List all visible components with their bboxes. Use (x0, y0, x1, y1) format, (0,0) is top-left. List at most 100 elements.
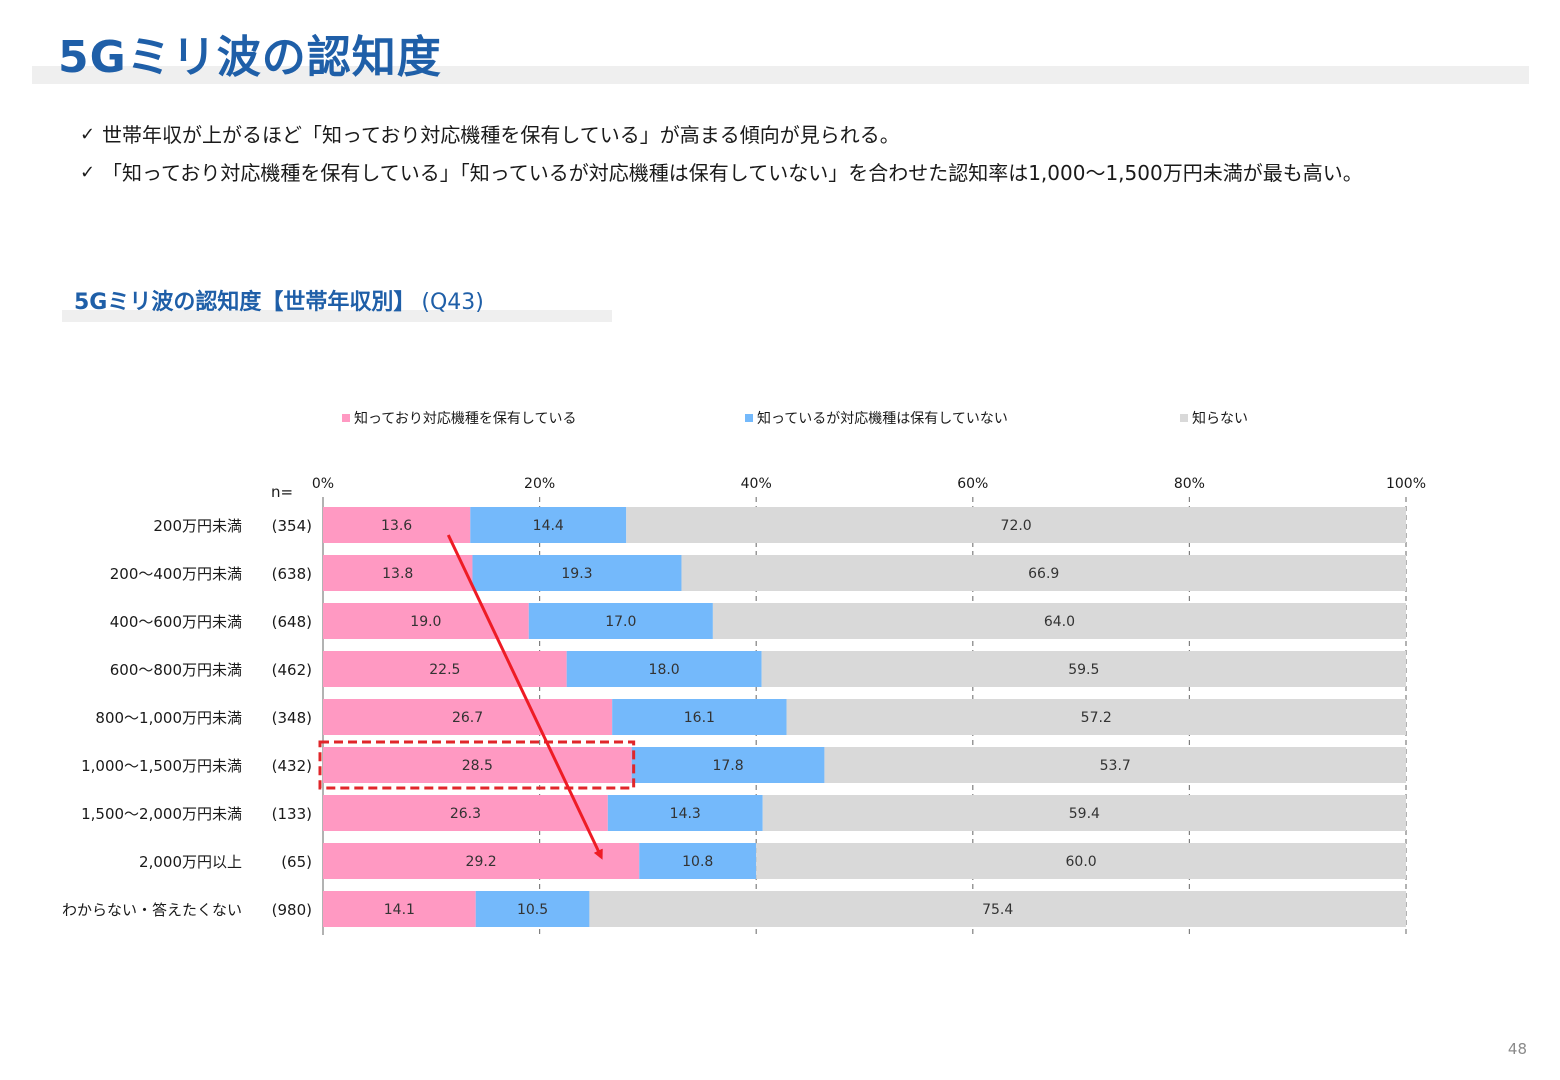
category-label: 200万円未満 (153, 517, 242, 535)
bar-segment (631, 747, 825, 783)
x-tick-label: 60% (957, 476, 988, 492)
n-count-label: (980) (272, 901, 312, 919)
bar-segment (323, 747, 632, 783)
legend-swatch-blue (745, 414, 753, 422)
n-count-label: (462) (272, 661, 312, 679)
bar-segment (824, 747, 1406, 783)
data-label: 13.8 (382, 566, 413, 582)
data-label: 60.0 (1066, 854, 1097, 870)
bar-segment (626, 507, 1406, 543)
category-label: 600～800万円未満 (110, 661, 242, 679)
highlight-box (318, 740, 636, 790)
data-label: 75.4 (982, 902, 1013, 918)
bar-segment (589, 891, 1406, 927)
data-label: 29.2 (466, 854, 497, 870)
data-label: 14.4 (533, 518, 564, 534)
x-tick-label: 40% (741, 476, 772, 492)
bar-segment (323, 795, 608, 831)
bullet-text: 「知っており対応機種を保有している」「知っているが対応機種は保有していない」を合… (102, 161, 1363, 185)
legend-swatch-gray (1180, 414, 1188, 422)
category-label: 1,500～2,000万円未満 (81, 805, 242, 823)
page-number: 48 (1507, 1040, 1527, 1058)
bar-segment (762, 795, 1406, 831)
data-label: 59.4 (1069, 806, 1100, 822)
x-tick-label: 0% (312, 476, 334, 492)
legend-swatch-pink (342, 414, 350, 422)
bar-segment (323, 507, 471, 543)
legend-item-aware: 知っているが対応機種は保有していない (745, 408, 1008, 428)
subtitle-band (62, 310, 612, 322)
x-tick-label: 20% (524, 476, 555, 492)
data-label: 64.0 (1044, 614, 1075, 630)
data-label: 14.1 (384, 902, 415, 918)
bar-segment (323, 843, 640, 879)
category-label: わからない・答えたくない (62, 901, 242, 919)
question-code: (Q43) (421, 290, 484, 315)
bar-segment (681, 555, 1406, 591)
data-label: 17.0 (605, 614, 636, 630)
bar-segment (528, 603, 713, 639)
chart-legend: 知っており対応機種を保有している 知っているが対応機種は保有していない 知らない (0, 408, 1560, 430)
category-label: 200～400万円未満 (110, 565, 242, 583)
chart-subtitle: 5Gミリ波の認知度【世帯年収別】 (Q43) (74, 286, 484, 320)
page-title: 5Gミリ波の認知度 (58, 32, 442, 83)
data-label: 26.7 (452, 710, 483, 726)
n-count-label: (432) (272, 757, 312, 775)
category-label: 2,000万円以上 (139, 853, 242, 871)
bar-segment (756, 843, 1406, 879)
title-band (32, 66, 1529, 84)
data-label: 16.1 (684, 710, 715, 726)
bar-segment (639, 843, 757, 879)
bar-segment (607, 795, 763, 831)
data-label: 66.9 (1028, 566, 1059, 582)
bar-segment (786, 699, 1406, 735)
data-label: 72.0 (1001, 518, 1032, 534)
bar-segment (712, 603, 1406, 639)
data-label: 59.5 (1068, 662, 1099, 678)
data-label: 10.5 (517, 902, 548, 918)
legend-item-unaware: 知らない (1180, 408, 1248, 428)
data-label: 26.3 (450, 806, 481, 822)
bar-segment (566, 651, 762, 687)
bullet-text: 世帯年収が上がるほど「知っており対応機種を保有している」が高まる傾向が見られる。 (102, 123, 900, 147)
data-label: 53.7 (1100, 758, 1131, 774)
x-tick-label: 100% (1386, 476, 1426, 492)
data-label: 28.5 (462, 758, 493, 774)
bar-segment (612, 699, 787, 735)
trend-arrow (446, 534, 603, 860)
check-icon: ✓ (80, 124, 96, 145)
legend-label: 知っているが対応機種は保有していない (757, 411, 1008, 427)
data-label: 57.2 (1081, 710, 1112, 726)
data-label: 22.5 (429, 662, 460, 678)
n-count-label: (133) (272, 805, 312, 823)
bullet-item: ✓ 世帯年収が上がるほど「知っており対応機種を保有している」が高まる傾向が見られ… (80, 116, 1363, 154)
bar-segment (470, 507, 627, 543)
bar-segment (323, 651, 567, 687)
data-label: 18.0 (649, 662, 680, 678)
bar-segment (323, 555, 473, 591)
bar-segment (323, 891, 476, 927)
data-label: 19.0 (410, 614, 441, 630)
category-label: 400～600万円未満 (110, 613, 242, 631)
n-count-label: (648) (272, 613, 312, 631)
legend-item-owned: 知っており対応機種を保有している (342, 408, 576, 428)
category-label: 1,000～1,500万円未満 (81, 757, 242, 775)
data-label: 17.8 (712, 758, 743, 774)
legend-label: 知らない (1192, 411, 1248, 427)
data-label: 19.3 (561, 566, 592, 582)
category-label: 800～1,000万円未満 (95, 709, 242, 727)
bar-segment (761, 651, 1406, 687)
bar-segment (472, 555, 682, 591)
data-label: 14.3 (670, 806, 701, 822)
n-count-label: (638) (272, 565, 312, 583)
legend-label: 知っており対応機種を保有している (354, 411, 577, 427)
chart-subtitle-main: 5Gミリ波の認知度【世帯年収別】 (74, 290, 416, 315)
summary-bullets: ✓ 世帯年収が上がるほど「知っており対応機種を保有している」が高まる傾向が見られ… (80, 116, 1363, 192)
bullet-item: ✓ 「知っており対応機種を保有している」「知っているが対応機種は保有していない」… (80, 154, 1363, 192)
bar-segment (475, 891, 590, 927)
bar-segment (323, 699, 613, 735)
x-tick-label: 80% (1174, 476, 1205, 492)
n-count-label: (65) (281, 853, 312, 871)
check-icon: ✓ (80, 162, 96, 183)
